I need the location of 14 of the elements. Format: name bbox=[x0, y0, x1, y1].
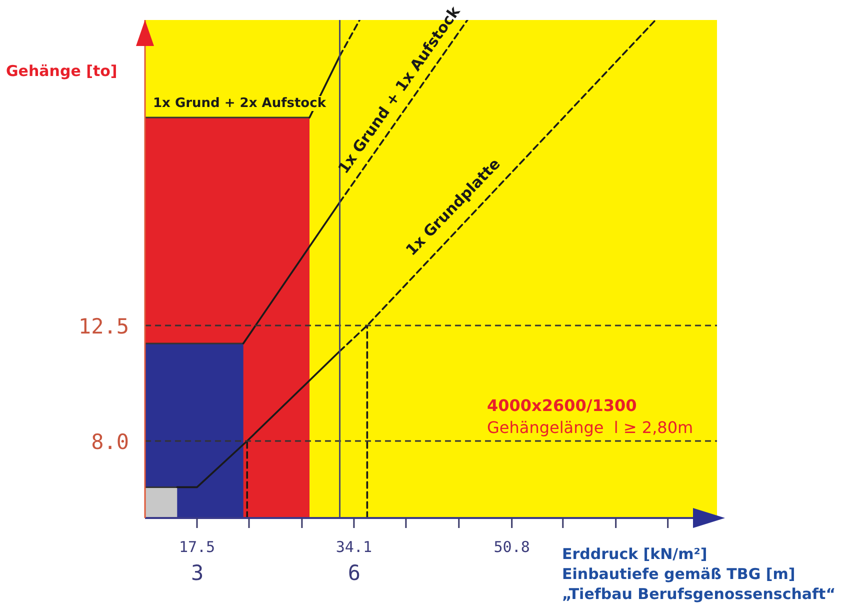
text: „Tiefbau Berufsgenossenschaft“ bbox=[562, 584, 836, 604]
x-tick-label: 50.8 bbox=[494, 538, 530, 556]
x-axis-title: Erddruck [kN/m²] bbox=[562, 544, 708, 564]
x2-tick-label: 6 bbox=[348, 561, 360, 585]
annotation: 4000x2600/1300 bbox=[487, 396, 637, 415]
x-tick-label: 17.5 bbox=[178, 538, 216, 556]
annotation: Gehängelänge l ≥ 2,80m bbox=[487, 418, 694, 437]
annotation: 1x Grund + 2x Aufstock bbox=[153, 96, 326, 111]
y-tick-label: 8.0 bbox=[91, 430, 129, 454]
y-tick-label: 12.5 bbox=[78, 314, 129, 338]
x2-tick-label: 3 bbox=[190, 561, 204, 585]
y-axis-title: Gehänge [to] bbox=[6, 62, 118, 80]
x2-axis-title: Einbautiefe gemäß TBG [m] bbox=[562, 564, 796, 584]
x-tick-label: 34.1 bbox=[336, 538, 372, 556]
